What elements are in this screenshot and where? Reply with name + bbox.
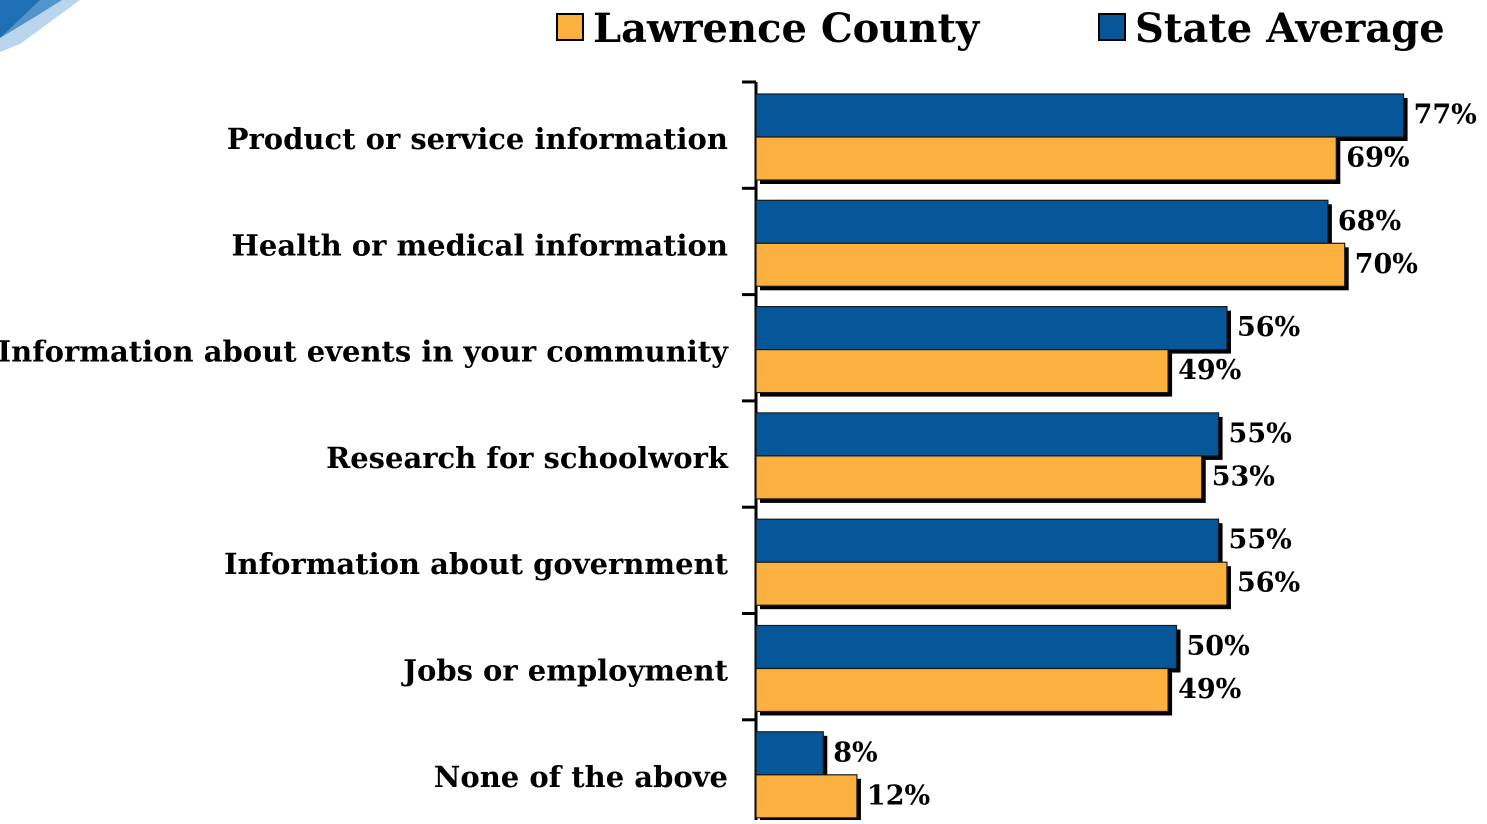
bar-state-average-information-about-events-in-your-community <box>755 306 1228 351</box>
bar-state-average-none-of-the-above <box>755 731 824 776</box>
data-label-state-average-product-or-service-information: 77% <box>1414 100 1477 131</box>
category-label-information-about-government: Information about government <box>224 547 729 581</box>
bar-state-average-jobs-or-employment <box>755 624 1178 670</box>
legend-swatch-state-average <box>1098 13 1126 41</box>
bar-lawrence-county-none-of-the-above <box>755 774 858 819</box>
category-label-health-or-medical-information: Health or medical information <box>232 228 728 262</box>
category-label-none-of-the-above: None of the above <box>434 760 728 794</box>
bar-state-average-research-for-schoolwork <box>755 412 1220 457</box>
data-label-state-average-information-about-events-in-your-community: 56% <box>1237 312 1300 343</box>
corner-logo-highlight <box>0 0 80 52</box>
data-label-state-average-health-or-medical-information: 68% <box>1338 206 1401 237</box>
data-label-state-average-research-for-schoolwork: 55% <box>1229 418 1292 449</box>
category-label-research-for-schoolwork: Research for schoolwork <box>326 441 729 475</box>
category-label-product-or-service-information: Product or service information <box>227 122 728 156</box>
bar-state-average-information-about-government <box>755 518 1220 563</box>
bar-lawrence-county-health-or-medical-information <box>755 242 1346 287</box>
bar-lawrence-county-jobs-or-employment <box>755 667 1169 713</box>
legend-label-state-average: State Average <box>1135 5 1445 52</box>
legend-swatch-lawrence-county <box>556 13 584 41</box>
data-label-lawrence-county-research-for-schoolwork: 53% <box>1212 461 1275 492</box>
bar-state-average-health-or-medical-information <box>755 199 1329 244</box>
bar-state-average-product-or-service-information <box>755 93 1405 138</box>
bar-lawrence-county-research-for-schoolwork <box>755 455 1203 500</box>
data-label-lawrence-county-information-about-government: 56% <box>1237 568 1300 599</box>
category-label-jobs-or-employment: Jobs or employment <box>400 654 728 688</box>
bar-lawrence-county-information-about-events-in-your-community <box>755 349 1169 394</box>
data-label-lawrence-county-jobs-or-employment: 49% <box>1178 674 1241 705</box>
data-label-state-average-none-of-the-above: 8% <box>833 737 877 768</box>
data-label-lawrence-county-none-of-the-above: 12% <box>867 780 930 811</box>
bar-lawrence-county-product-or-service-information <box>755 136 1337 181</box>
legend-label-lawrence-county: Lawrence County <box>593 5 981 52</box>
data-label-lawrence-county-product-or-service-information: 69% <box>1346 143 1409 174</box>
bar-lawrence-county-information-about-government <box>755 561 1228 606</box>
data-label-state-average-jobs-or-employment: 50% <box>1187 631 1250 662</box>
data-label-lawrence-county-health-or-medical-information: 70% <box>1355 249 1418 280</box>
data-label-state-average-information-about-government: 55% <box>1229 525 1292 556</box>
category-label-information-about-events-in-your-community: Information about events in your communi… <box>0 335 729 369</box>
data-label-lawrence-county-information-about-events-in-your-community: 49% <box>1178 355 1241 386</box>
